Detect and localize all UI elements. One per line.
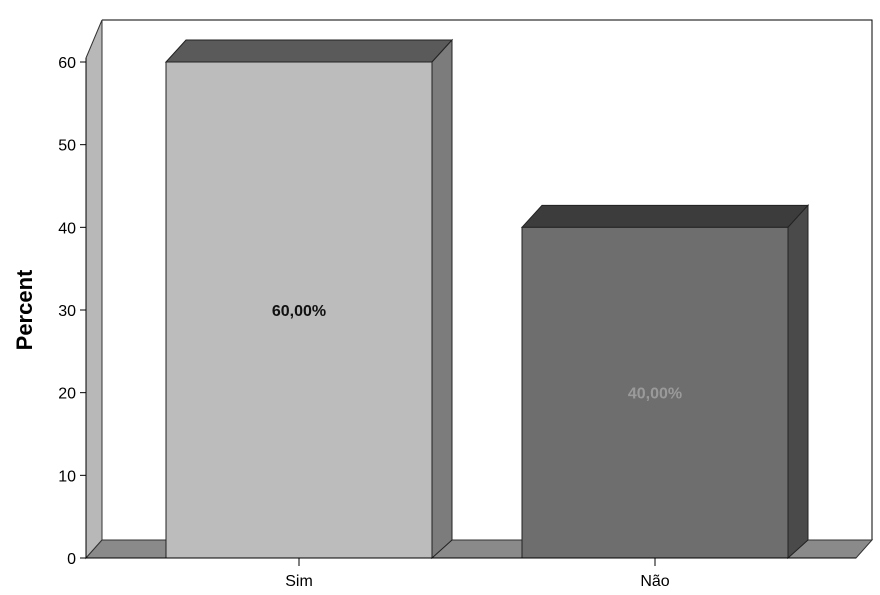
bar-top-face — [164, 39, 454, 63]
y-tick-label: 0 — [67, 551, 76, 568]
y-tick-label: 50 — [58, 138, 76, 155]
bar-side-face — [431, 38, 453, 560]
y-tick-label: 40 — [58, 220, 76, 237]
left-wall — [85, 19, 103, 560]
y-tick-label: 30 — [58, 303, 76, 320]
bars: 60,00% 40,00% — [164, 38, 810, 560]
bar-data-label: 60,00% — [272, 303, 326, 320]
x-axis: Sim Não — [86, 557, 856, 590]
y-axis: 0 10 20 30 40 50 60 — [58, 55, 87, 568]
bar-1: 60,00% — [164, 38, 454, 560]
bar-2: 40,00% — [520, 204, 810, 560]
bar-side-face — [787, 204, 809, 560]
x-tick-label: Não — [640, 573, 669, 590]
y-tick-label: 20 — [58, 386, 76, 403]
y-tick-label: 60 — [58, 55, 76, 72]
y-axis-title: Percent — [12, 269, 37, 350]
bar-top-face — [520, 204, 810, 228]
bar-front-face — [165, 61, 433, 559]
plot-frame — [102, 19, 873, 540]
y-tick-label: 10 — [58, 468, 76, 485]
x-tick-label: Sim — [285, 573, 313, 590]
bar-data-label: 40,00% — [628, 386, 682, 403]
